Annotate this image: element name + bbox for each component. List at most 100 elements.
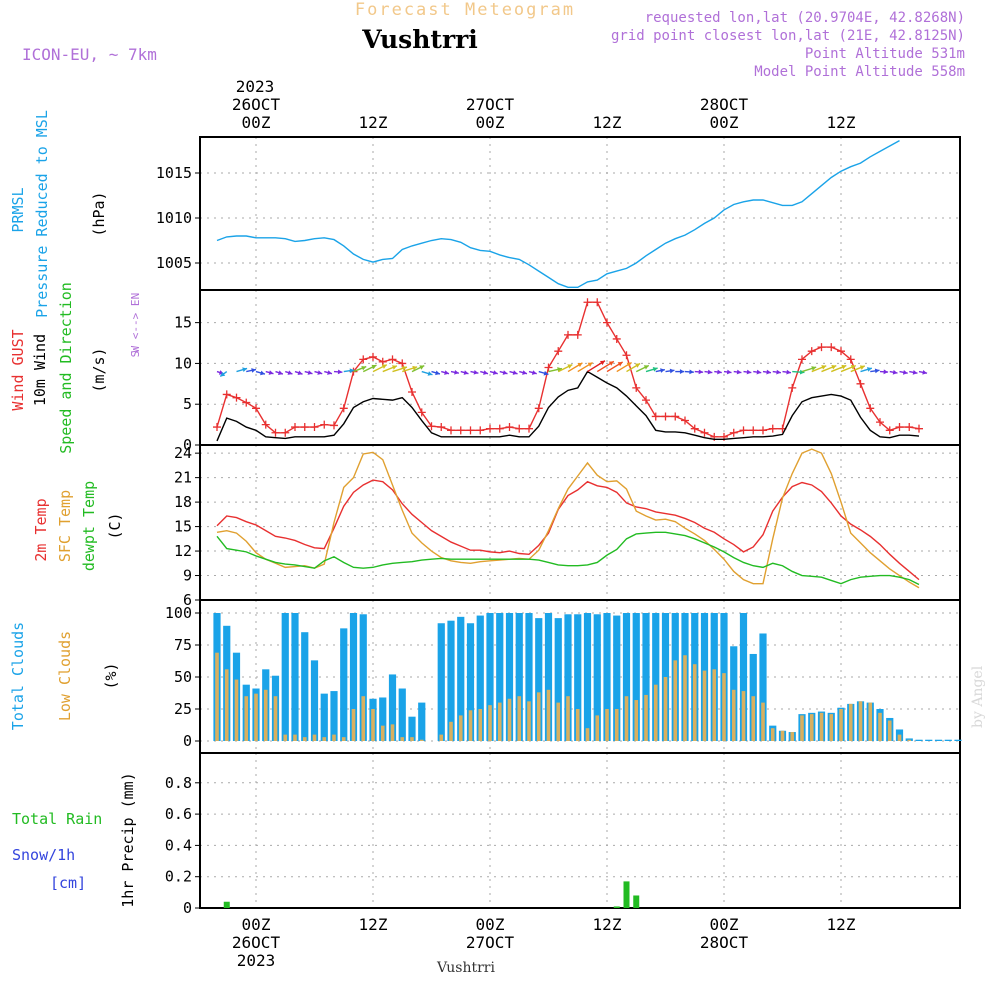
low-cloud-bar <box>380 725 385 741</box>
low-cloud-bar <box>644 694 648 741</box>
low-cloud-bar <box>351 709 356 741</box>
y-tick-label: 12 <box>174 542 192 560</box>
arrow-head <box>557 367 562 372</box>
wind-direction-arrow <box>509 370 518 375</box>
wind-direction-arrow <box>704 369 713 375</box>
low-cloud-bar <box>263 689 268 741</box>
arrow-head <box>412 365 418 371</box>
gust-marker <box>846 355 855 364</box>
low-cloud-bar <box>614 709 619 741</box>
low-cloud-bar <box>605 709 609 741</box>
panel-frame <box>199 444 961 601</box>
total-cloud-bar <box>915 739 923 741</box>
total-cloud-bar <box>574 614 582 741</box>
gust-marker <box>593 298 602 307</box>
arrow-head <box>522 370 527 375</box>
bottom-time-label: 00Z <box>242 915 271 934</box>
gust-marker <box>642 396 650 405</box>
total-cloud-bar <box>379 697 387 741</box>
low-cloud-bar <box>878 712 882 741</box>
total-cloud-bar <box>759 633 767 741</box>
arrow-head <box>811 366 817 371</box>
temp-sfc-label: SFC Temp <box>56 490 74 562</box>
low-cloud-bar <box>293 734 297 741</box>
arrow-head <box>327 370 332 375</box>
low-cloud-bar <box>312 734 317 741</box>
gust-marker <box>837 347 845 356</box>
top-time-label: 00Z <box>242 113 271 132</box>
wind-direction-arrow <box>860 367 873 373</box>
bottom-time-label: 00Z <box>710 915 739 934</box>
clouds-unit: (%) <box>102 662 120 689</box>
wind-direction-arrow <box>733 369 742 375</box>
wind-direction-arrow <box>275 370 284 375</box>
wind-direction-arrow <box>753 369 762 375</box>
y-tick-label: 75 <box>174 636 192 654</box>
bottom-year-label: 2023 <box>237 951 276 970</box>
total-cloud-bar <box>554 618 562 741</box>
wind-direction-arrow <box>411 365 425 373</box>
wind-direction-arrow <box>362 364 377 373</box>
wind-direction-arrow <box>314 370 323 375</box>
arrow-head <box>220 371 226 377</box>
wind-direction-arrow <box>675 369 685 374</box>
wind-direction-arrow <box>616 361 632 373</box>
arrow-head <box>912 370 918 375</box>
total-cloud-bar <box>954 739 962 741</box>
bottom-time-label: 12Z <box>359 915 388 934</box>
panel-frame <box>199 136 961 291</box>
gust-marker <box>534 404 543 413</box>
low-cloud-bar <box>858 701 863 741</box>
wind-direction-arrow <box>714 369 722 375</box>
low-cloud-bar <box>302 737 307 741</box>
total-cloud-bar <box>496 613 504 741</box>
low-cloud-bar <box>683 655 687 741</box>
y-tick-label: 50 <box>174 668 192 686</box>
y-tick-label: 24 <box>174 444 192 462</box>
arrow-head <box>599 360 605 366</box>
low-cloud-bar <box>712 669 717 741</box>
low-cloud-bar <box>780 730 785 741</box>
bottom-location-label: Vushtrri <box>436 960 495 976</box>
low-cloud-bar <box>731 689 736 741</box>
gust-marker <box>232 393 241 402</box>
low-cloud-bar <box>595 715 600 741</box>
precip-unit: 1hr Precip (mm) <box>119 772 137 907</box>
arrow-head <box>473 369 479 375</box>
low-cloud-bar <box>907 739 912 741</box>
gust-marker <box>661 412 670 421</box>
gust-marker <box>807 347 816 356</box>
y-tick-label: 0 <box>183 732 192 750</box>
y-tick-label: 0.6 <box>165 805 192 823</box>
bottom-date-label: 27OCT <box>466 933 515 952</box>
total-cloud-bar <box>642 613 650 741</box>
gust-marker <box>486 424 494 433</box>
wind-direction-arrow <box>840 364 857 373</box>
wind-direction-arrow <box>655 368 666 373</box>
gust-marker <box>554 347 563 356</box>
pressure-panel: 1005 1010 1015 <box>156 136 961 291</box>
wind-direction-arrow <box>635 364 650 373</box>
gust-marker <box>788 383 797 392</box>
gust-marker <box>242 398 251 407</box>
watermark: by Angel <box>970 665 986 728</box>
wind-direction-arrow <box>626 362 641 373</box>
arrow-head <box>427 371 433 376</box>
gust-marker <box>612 334 621 343</box>
pressure-unit: (hPa) <box>90 191 108 236</box>
wind-direction-arrow <box>246 368 257 373</box>
arrow-head <box>287 370 293 375</box>
total-cloud-bar <box>525 613 533 741</box>
total-cloud-bar <box>310 660 319 741</box>
rain-bar <box>623 881 630 908</box>
low-cloud-bar <box>839 709 843 741</box>
panel-frame <box>199 752 961 909</box>
arrow-head <box>786 369 791 375</box>
rain-bar <box>223 901 230 908</box>
low-cloud-bar <box>468 710 473 741</box>
arrow-head <box>577 362 583 368</box>
bottom-date-label: 28OCT <box>700 933 749 952</box>
total-cloud-bar <box>408 716 416 741</box>
low-cloud-bar <box>224 669 229 741</box>
